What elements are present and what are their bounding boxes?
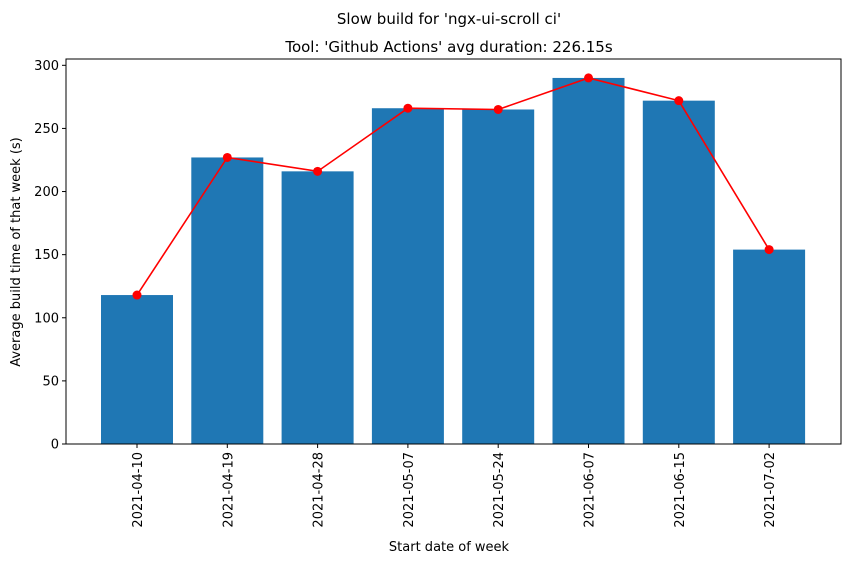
x-tick-label-2021-05-24: 2021-05-24 bbox=[492, 452, 507, 528]
y-axis-label: Average build time of that week (s) bbox=[9, 137, 24, 367]
y-tick-label-100: 100 bbox=[34, 311, 59, 326]
bars-group bbox=[101, 77, 806, 445]
x-tick-label-2021-04-19: 2021-04-19 bbox=[221, 452, 236, 528]
trend-point-2021-04-10 bbox=[132, 290, 142, 300]
y-tick-label-200: 200 bbox=[34, 185, 59, 200]
trend-point-2021-05-24 bbox=[493, 104, 503, 114]
y-tick-label-50: 50 bbox=[42, 374, 59, 389]
y-tick-label-250: 250 bbox=[34, 122, 59, 137]
x-tick-label-2021-04-10: 2021-04-10 bbox=[131, 452, 146, 528]
bar-2021-04-10 bbox=[101, 295, 173, 444]
line-series bbox=[132, 73, 774, 300]
plot-frame bbox=[65, 58, 842, 445]
x-tick-label-2021-06-07: 2021-06-07 bbox=[583, 452, 598, 528]
y-tick-label-150: 150 bbox=[34, 248, 59, 263]
x-axis: 2021-04-10 2021-04-19 2021-04-28 2021-05-07… bbox=[131, 444, 778, 528]
trend-point-2021-07-02 bbox=[764, 245, 774, 255]
bar-2021-05-24 bbox=[462, 109, 535, 444]
chart-subtitle: Tool: 'Github Actions' avg duration: 226… bbox=[284, 38, 613, 56]
bar-2021-06-07 bbox=[552, 77, 625, 445]
chart-title: Slow build for 'ngx-ui-scroll ci' bbox=[337, 10, 561, 28]
x-tick-label-2021-07-02: 2021-07-02 bbox=[763, 452, 778, 528]
trend-point-2021-06-07 bbox=[584, 73, 593, 83]
trend-point-2021-04-28 bbox=[313, 166, 323, 176]
bar-2021-06-15 bbox=[642, 100, 715, 445]
x-axis-label: Start date of week bbox=[389, 540, 510, 555]
x-tick-label-2021-05-07: 2021-05-07 bbox=[402, 452, 417, 528]
trend-point-2021-05-07 bbox=[403, 103, 413, 113]
trend-point-2021-06-15 bbox=[674, 96, 684, 106]
x-tick-label-2021-06-15: 2021-06-15 bbox=[673, 452, 688, 528]
x-tick-label-2021-04-28: 2021-04-28 bbox=[312, 452, 327, 528]
y-tick-label-300: 300 bbox=[34, 59, 59, 74]
y-axis: 0 50 100 150 200 250 300 bbox=[34, 59, 66, 453]
bar-2021-05-07 bbox=[371, 108, 444, 445]
bar-2021-07-02 bbox=[733, 249, 806, 444]
trend-point-2021-04-19 bbox=[222, 152, 232, 162]
bar-2021-04-19 bbox=[191, 157, 264, 444]
y-tick-label-0: 0 bbox=[51, 438, 59, 453]
bar-2021-04-28 bbox=[281, 171, 354, 444]
trend-line bbox=[136, 77, 770, 296]
